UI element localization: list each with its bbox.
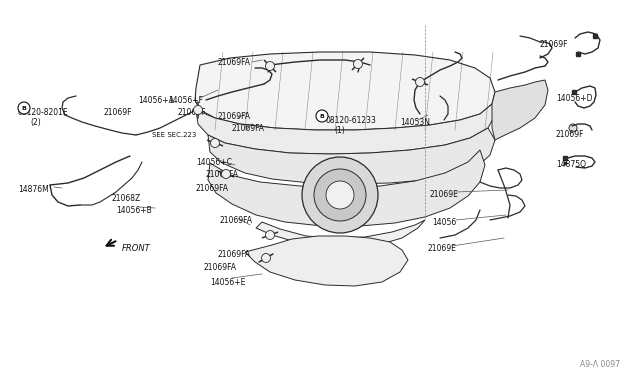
Text: 14056+D: 14056+D: [556, 94, 593, 103]
Circle shape: [193, 106, 202, 115]
Circle shape: [211, 138, 220, 148]
Text: 08120-61233: 08120-61233: [326, 116, 377, 125]
Circle shape: [569, 124, 577, 132]
Text: 14056+C: 14056+C: [196, 158, 232, 167]
Text: 21069FA: 21069FA: [218, 112, 251, 121]
Text: 14876M: 14876M: [18, 185, 49, 194]
Text: 21069F: 21069F: [540, 40, 568, 49]
Circle shape: [18, 102, 30, 114]
Text: 14056+B: 14056+B: [116, 206, 152, 215]
Polygon shape: [256, 220, 425, 247]
Text: B: B: [319, 113, 324, 119]
Text: 14056+F: 14056+F: [168, 96, 203, 105]
Text: 21069FA: 21069FA: [204, 263, 237, 272]
Text: 14053N: 14053N: [400, 118, 430, 127]
Polygon shape: [208, 150, 485, 226]
Text: 21069E: 21069E: [430, 190, 459, 199]
Text: SEE SEC.223: SEE SEC.223: [152, 132, 196, 138]
Circle shape: [314, 169, 366, 221]
Text: 14056: 14056: [432, 218, 456, 227]
Circle shape: [316, 110, 328, 122]
Text: 21069E: 21069E: [428, 244, 457, 253]
Polygon shape: [492, 80, 548, 140]
Circle shape: [415, 77, 424, 87]
Text: 21069FA: 21069FA: [218, 250, 251, 259]
Circle shape: [221, 170, 230, 179]
Circle shape: [353, 60, 362, 68]
Circle shape: [326, 181, 354, 209]
Text: 08120-8201E: 08120-8201E: [18, 108, 68, 117]
Text: 21069F: 21069F: [104, 108, 132, 117]
Polygon shape: [196, 104, 495, 154]
Circle shape: [262, 253, 271, 263]
Text: 21068Z: 21068Z: [112, 194, 141, 203]
Text: 21069F: 21069F: [178, 108, 207, 117]
Text: FRONT: FRONT: [122, 244, 151, 253]
Text: 14056+E: 14056+E: [210, 278, 245, 287]
Polygon shape: [208, 128, 495, 184]
Text: 21069F: 21069F: [556, 130, 584, 139]
Text: (1): (1): [334, 126, 345, 135]
Text: 21069FA: 21069FA: [196, 184, 229, 193]
Circle shape: [302, 157, 378, 233]
Text: (2): (2): [30, 118, 41, 127]
Text: 21069FA: 21069FA: [218, 58, 251, 67]
Text: 21069FA: 21069FA: [206, 170, 239, 179]
Polygon shape: [195, 52, 495, 130]
Text: 14875Q: 14875Q: [556, 160, 586, 169]
Text: 21069FA: 21069FA: [232, 124, 265, 133]
Text: A9-Λ 0097: A9-Λ 0097: [580, 360, 620, 369]
Circle shape: [266, 231, 275, 240]
Circle shape: [266, 61, 275, 71]
Polygon shape: [245, 236, 408, 286]
Text: 21069FA: 21069FA: [220, 216, 253, 225]
Text: B: B: [22, 106, 26, 110]
Text: 14056+A: 14056+A: [138, 96, 174, 105]
